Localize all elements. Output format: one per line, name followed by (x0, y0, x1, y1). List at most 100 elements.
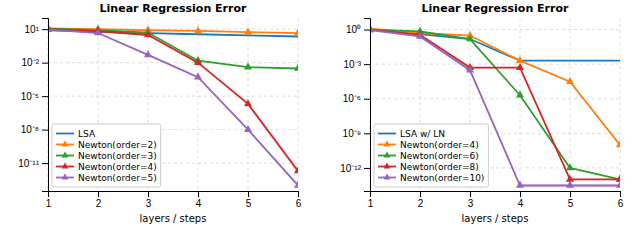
plot-area (48, 24, 298, 188)
legend-label: Newton(order=4) (400, 140, 479, 150)
chart-svg: 12345610⁻¹¹10⁻⁸10⁻⁵10⁻²10¹Linear Regress… (0, 0, 640, 227)
legend-label: Newton(order=5) (78, 173, 157, 183)
plot-area (370, 24, 620, 188)
tick-mark (148, 191, 149, 197)
tick-label: 1 (46, 198, 52, 209)
marker (566, 163, 574, 170)
legend-marker (62, 163, 69, 169)
legend-label: LSA w/ LN (400, 129, 445, 139)
tick-label: 2 (96, 198, 102, 209)
marker (194, 58, 202, 65)
tick-label: 10⁻² (22, 57, 40, 68)
marker (244, 62, 252, 69)
tick-mark (42, 63, 48, 64)
band (48, 29, 298, 174)
marker (144, 30, 152, 37)
marker (416, 32, 424, 39)
marker (194, 73, 202, 80)
legend-box (52, 124, 161, 187)
marker (616, 140, 620, 147)
tick-mark (98, 191, 99, 197)
tick: 3 (468, 191, 474, 209)
tick-mark (420, 191, 421, 197)
panel: 12345610⁻¹²10⁻⁹10⁻⁶10⁻³10⁰Linear Regress… (340, 2, 624, 224)
line (370, 30, 620, 180)
tick-label: 10⁻⁹ (343, 128, 361, 139)
tick: 10⁻⁵ (21, 91, 48, 102)
tick: 10⁻¹² (340, 163, 370, 174)
x-axis-title: layers / steps (462, 213, 529, 224)
title: Linear Regression Error (422, 2, 569, 15)
legend-marker (62, 174, 69, 180)
marker (294, 181, 298, 188)
tick: 4 (518, 191, 524, 209)
tick: 2 (418, 191, 424, 209)
tick-label: 10⁻⁸ (21, 124, 39, 135)
tick-mark (298, 191, 299, 197)
band (48, 29, 298, 186)
panel: 12345610⁻¹¹10⁻⁸10⁻⁵10⁻²10¹Linear Regress… (18, 2, 302, 224)
tick-mark (42, 130, 48, 131)
tick-mark (42, 163, 48, 164)
marker (616, 181, 620, 188)
tick-label: 5 (568, 198, 574, 209)
tick: 6 (618, 191, 624, 209)
tick-mark (520, 191, 521, 197)
legend-label: LSA (78, 129, 96, 139)
tick-label: 10⁰ (346, 24, 361, 35)
marker (244, 27, 252, 34)
tick-mark (470, 191, 471, 197)
grid-line-x (520, 18, 521, 191)
legend-box (374, 124, 488, 187)
marker (466, 34, 474, 41)
marker (294, 166, 298, 173)
band (370, 29, 620, 181)
axis-domain (371, 192, 621, 198)
grid-line-x (620, 18, 621, 191)
line (370, 30, 620, 185)
legend-line (56, 133, 74, 135)
grid (48, 18, 298, 191)
grid-line-x (198, 18, 199, 191)
legend: LSANewton(order=2)Newton(order=3) Newton(… (52, 124, 161, 187)
y-axis: 10⁻¹¹10⁻⁸10⁻⁵10⁻²10¹ (18, 19, 48, 192)
marker (616, 175, 620, 182)
line (370, 30, 620, 180)
marker (566, 77, 574, 84)
legend-label: Newton(order=6) (400, 151, 479, 161)
tick-mark (364, 133, 370, 134)
legend-label: Newton(order=2) (78, 140, 157, 150)
grid-line-y (48, 62, 298, 63)
tick-label: 10⁻⁵ (21, 91, 39, 102)
marker (244, 99, 252, 106)
marker (566, 175, 574, 182)
tick-mark (364, 168, 370, 169)
y-axis: 10⁻¹²10⁻⁹10⁻⁶10⁻³10⁰ (340, 19, 370, 192)
legend-marker (384, 174, 391, 180)
tick-label: 4 (196, 198, 202, 209)
marker (194, 26, 202, 33)
legend-marker (384, 163, 391, 169)
line (48, 29, 298, 171)
marker (516, 63, 524, 70)
tick-label: 10⁻¹² (340, 163, 361, 174)
marker (616, 175, 620, 182)
tick-label: 1 (368, 198, 374, 209)
legend-marker (62, 152, 69, 158)
grid-line-y (370, 64, 620, 65)
legend-label: Newton(order=3) (78, 151, 157, 161)
grid-line-x (298, 18, 299, 191)
grid (370, 18, 620, 191)
tick: 5 (568, 191, 574, 209)
legend-marker (384, 141, 391, 147)
tick: 1 (46, 191, 52, 209)
axis-domain (42, 19, 49, 192)
tick: 10⁻¹¹ (18, 158, 48, 169)
tick: 2 (96, 191, 102, 209)
marker (566, 181, 574, 188)
tick-mark (42, 29, 48, 30)
tick-label: 3 (468, 198, 474, 209)
legend: LSA w/ LNNewton(order=4)Newton(order=6)N… (374, 124, 488, 187)
tick-mark (364, 99, 370, 100)
x-axis: 1 2 3 4 5 6 (368, 191, 624, 209)
